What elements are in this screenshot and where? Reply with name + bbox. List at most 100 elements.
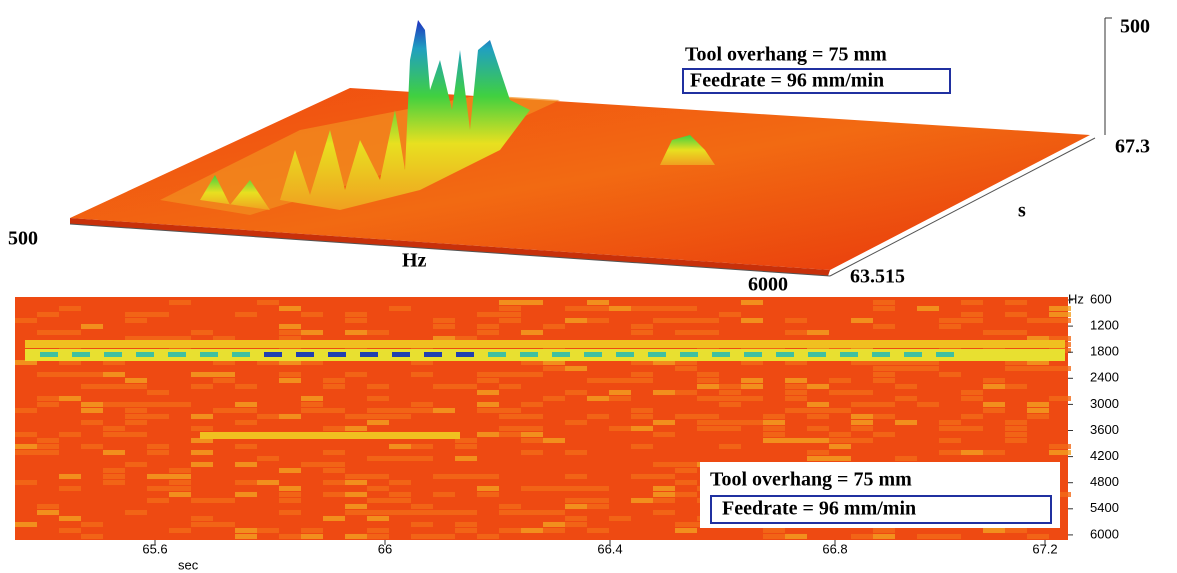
texture	[587, 378, 609, 383]
texture	[345, 510, 367, 515]
texture	[147, 336, 169, 341]
texture	[15, 444, 37, 449]
texture	[147, 390, 169, 395]
x-tick-label: 65.6	[142, 541, 167, 556]
texture	[983, 384, 1005, 389]
texture	[1005, 438, 1027, 443]
texture	[455, 456, 477, 461]
texture	[499, 504, 521, 509]
texture	[521, 402, 543, 407]
texture	[521, 414, 543, 419]
texture	[631, 498, 653, 503]
texture	[15, 480, 37, 485]
texture	[873, 300, 895, 305]
texture	[279, 510, 301, 515]
axis-ticks: 600 1200 1800 2400 3000 3600 4200 4800 5400 6000 6…	[142, 291, 1119, 556]
texture	[455, 336, 477, 341]
texture	[191, 462, 213, 467]
texture	[653, 390, 675, 395]
texture	[675, 414, 697, 419]
texture	[939, 438, 961, 443]
texture	[477, 492, 499, 497]
texture	[675, 360, 697, 365]
texture	[543, 528, 565, 533]
texture	[433, 408, 455, 413]
band-dash	[840, 352, 858, 357]
texture	[59, 432, 81, 437]
texture	[169, 486, 191, 491]
texture	[521, 510, 543, 515]
texture	[367, 534, 389, 539]
texture	[477, 432, 499, 437]
texture	[191, 330, 213, 335]
texture	[1005, 366, 1027, 371]
texture	[477, 330, 499, 335]
texture	[279, 492, 301, 497]
texture	[389, 456, 411, 461]
texture	[499, 312, 521, 317]
texture	[345, 330, 367, 335]
texture	[37, 444, 59, 449]
y-tick-label: 4200	[1090, 448, 1119, 463]
texture	[15, 432, 37, 437]
texture	[323, 492, 345, 497]
texture	[675, 492, 697, 497]
texture	[257, 528, 279, 533]
annotation: Tool overhang = 75 mm	[710, 469, 912, 491]
texture	[829, 438, 851, 443]
texture	[631, 426, 653, 431]
texture	[807, 414, 829, 419]
texture	[697, 414, 719, 419]
texture	[301, 312, 323, 317]
texture	[81, 534, 103, 539]
texture	[257, 300, 279, 305]
texture	[169, 336, 191, 341]
y-axis-title: s	[1018, 200, 1026, 222]
texture	[873, 528, 895, 533]
texture	[939, 420, 961, 425]
texture	[213, 372, 235, 377]
texture	[873, 402, 895, 407]
texture	[565, 486, 587, 491]
texture	[389, 306, 411, 311]
texture	[389, 498, 411, 503]
texture	[653, 474, 675, 479]
texture	[565, 522, 587, 527]
texture	[367, 408, 389, 413]
texture	[939, 426, 961, 431]
texture	[1027, 408, 1049, 413]
texture	[851, 534, 873, 539]
texture	[279, 306, 301, 311]
texture	[499, 426, 521, 431]
x-tick-label: 67.2	[1032, 541, 1057, 556]
texture	[235, 402, 257, 407]
texture	[521, 528, 543, 533]
texture	[15, 450, 37, 455]
texture	[59, 474, 81, 479]
texture	[169, 528, 191, 533]
texture	[543, 486, 565, 491]
annotation-box	[710, 495, 1052, 524]
texture	[169, 300, 191, 305]
texture	[191, 450, 213, 455]
texture	[675, 480, 697, 485]
x-tick-label: 66.8	[822, 541, 847, 556]
texture	[81, 420, 103, 425]
texture	[125, 510, 147, 515]
texture	[103, 384, 125, 389]
texture	[191, 414, 213, 419]
texture	[785, 438, 807, 443]
texture	[411, 534, 433, 539]
texture	[147, 312, 169, 317]
texture	[147, 444, 169, 449]
texture	[37, 504, 59, 509]
texture	[1027, 414, 1049, 419]
texture	[653, 498, 675, 503]
texture	[895, 366, 917, 371]
texture	[345, 426, 367, 431]
texture	[587, 318, 609, 323]
texture	[609, 396, 631, 401]
surface-peaks	[200, 175, 270, 210]
texture	[719, 420, 741, 425]
y-tick-label: 6000	[1090, 526, 1119, 541]
